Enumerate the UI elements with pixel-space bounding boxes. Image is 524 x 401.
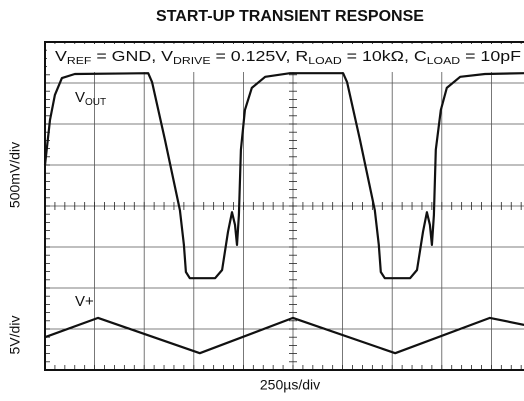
series-label-part: V: [75, 89, 85, 106]
chart-subtitle-part: DRIVE: [173, 56, 211, 67]
chart-subtitle-part: V: [55, 49, 67, 65]
chart-title: START-UP TRANSIENT RESPONSE: [156, 8, 424, 25]
series-label-part: OUT: [85, 97, 106, 108]
chart-subtitle-part: LOAD: [427, 56, 460, 67]
chart-subtitle-part: LOAD: [308, 56, 341, 67]
chart-subtitle-part: = 10pF: [460, 49, 521, 65]
trace: [43, 72, 524, 280]
chart-subtitle-part: = 10kΩ, C: [342, 49, 427, 65]
plot-frame: [44, 41, 524, 371]
trace: [44, 316, 524, 355]
y-axis-label: 5V/div: [7, 316, 23, 355]
chart-subtitle-part: = GND, V: [91, 49, 173, 65]
series-label-part: V+: [75, 293, 94, 310]
series-label: VOUT: [75, 89, 106, 108]
chart-subtitle: V REF = GND, V DRIVE = 0.125V, R LOAD = 10k…: [55, 49, 521, 67]
chart-subtitle-part: = 0.125V, R: [211, 49, 309, 65]
series-label: V+: [75, 293, 94, 310]
chart-subtitle-part: REF: [67, 56, 92, 67]
x-axis-label: 250µs/div: [260, 377, 320, 393]
y-axis-label: 500mV/div: [7, 142, 23, 208]
subtitle-box: [47, 44, 524, 72]
